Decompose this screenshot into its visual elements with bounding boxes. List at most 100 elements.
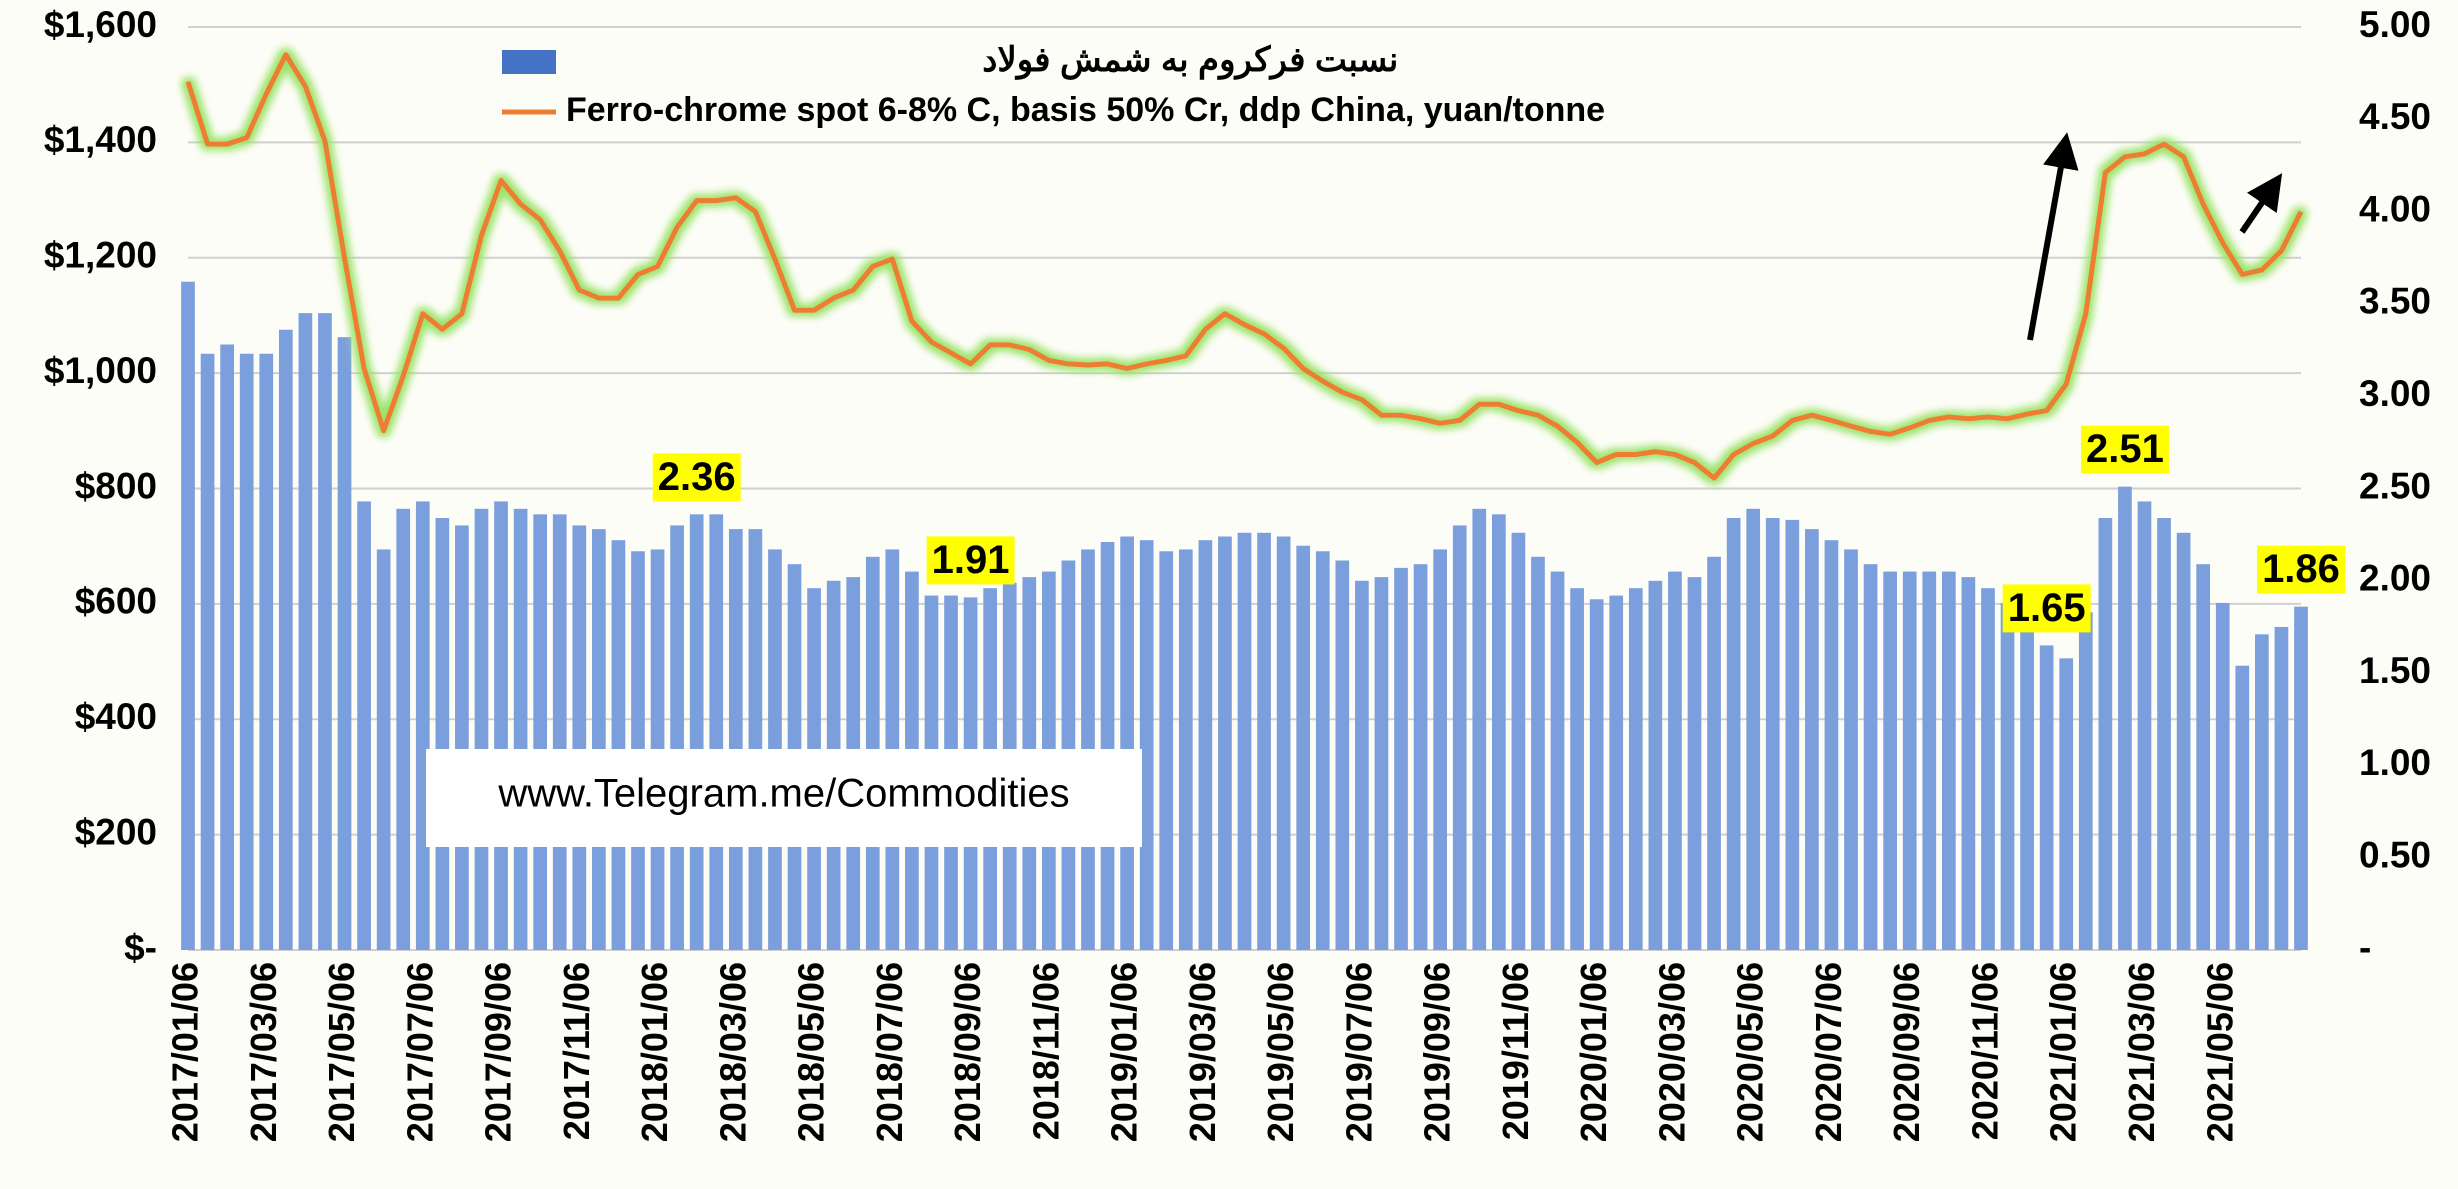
y-tick-label: $800 [75,465,157,506]
bar [435,518,449,950]
bar [1962,577,1976,950]
y2-tick-label: 1.50 [2359,650,2431,691]
bar [1355,581,1369,950]
bar [1981,588,1995,950]
x-tick-label: 2018/09/06 [947,962,988,1142]
bar [1375,577,1389,950]
y2-tick-label: 3.50 [2359,281,2431,322]
x-tick-label: 2017/01/06 [165,962,206,1142]
bar [1199,540,1213,950]
bar [475,509,489,950]
y2-tick-label: - [2359,927,2371,968]
y2-tick-label: 2.50 [2359,465,2431,506]
bar [299,313,313,950]
bar [1218,536,1232,950]
bar [1316,551,1330,950]
legend-swatch-bar [502,50,556,74]
bar [612,540,626,950]
bar [1570,588,1584,950]
bar [1296,546,1310,950]
y-tick-label: $400 [75,696,157,737]
legend-label: نسبت فرکروم به شمش فولاد [982,41,1398,80]
bar [729,529,743,950]
y2-tick-label: 4.50 [2359,96,2431,137]
bar [2020,627,2034,950]
y-tick-label: $1,200 [44,235,157,276]
x-tick-label: 2017/05/06 [321,962,362,1142]
value-label: 1.65 [2008,586,2086,630]
value-label: 2.51 [2086,427,2164,471]
bar [1883,572,1897,950]
bar [455,525,469,950]
bar [2040,645,2054,950]
bar [220,345,234,950]
bar [1159,551,1173,950]
x-tick-label: 2017/09/06 [478,962,519,1142]
bar [1277,536,1291,950]
bar [1903,572,1917,950]
value-label: 2.36 [658,455,736,499]
bar [1805,529,1819,950]
x-tick-label: 2020/01/06 [1573,962,1614,1142]
bar [1101,542,1115,950]
bar [1120,536,1134,950]
bar [2138,501,2152,950]
bar [1238,533,1252,950]
bar [1433,549,1447,950]
bar [533,514,547,950]
bar [1492,514,1506,950]
x-tick-label: 2017/07/06 [399,962,440,1142]
bar [670,525,684,950]
x-tick-label: 2021/03/06 [2121,962,2162,1142]
x-tick-label: 2020/03/06 [1651,962,1692,1142]
bar [1472,509,1486,950]
x-tick-label: 2019/11/06 [1495,962,1536,1140]
value-label: 1.86 [2262,547,2340,591]
bar [1864,564,1878,950]
bar [2294,607,2308,950]
y-tick-label: $- [124,927,157,968]
bar [1394,568,1408,950]
bar [1844,549,1858,950]
bar [494,501,508,950]
bar [2059,658,2073,950]
x-tick-label: 2020/05/06 [1730,962,1771,1142]
bar [1785,520,1799,950]
bar [2235,666,2249,950]
bar [357,501,371,950]
bar [1531,557,1545,950]
bar [1746,509,1760,950]
y2-tick-label: 1.00 [2359,742,2431,783]
x-tick-label: 2017/03/06 [243,962,284,1142]
bar [240,354,254,950]
y-tick-label: $600 [75,581,157,622]
bar [1551,572,1565,950]
value-label: 1.91 [932,538,1010,582]
x-tick-label: 2021/05/06 [2199,962,2240,1142]
bar [2196,564,2210,950]
bar [1727,518,1741,950]
y-tick-label: $1,400 [44,119,157,160]
bar [2118,487,2132,950]
x-tick-label: 2018/11/06 [1025,962,1066,1140]
bar [1512,533,1526,950]
x-tick-label: 2020/09/06 [1886,962,1927,1142]
bar [1414,564,1428,950]
bar [553,514,567,950]
annotation: www.Telegram.me/Commodities [497,772,1069,816]
bar [1688,577,1702,950]
bar [1922,572,1936,950]
bar [1766,518,1780,950]
x-tick-label: 2020/11/06 [1964,962,2005,1140]
x-tick-label: 2019/01/06 [1104,962,1145,1142]
bar [514,509,528,950]
bar [1629,588,1643,950]
bar [279,330,293,950]
bar [318,313,332,950]
legend-label: Ferro-chrome spot 6-8% C, basis 50% Cr, … [566,91,1605,129]
y2-tick-label: 3.00 [2359,373,2431,414]
y2-tick-label: 5.00 [2359,4,2431,45]
x-tick-label: 2017/11/06 [556,962,597,1140]
x-tick-label: 2018/07/06 [869,962,910,1142]
bar [1649,581,1663,950]
